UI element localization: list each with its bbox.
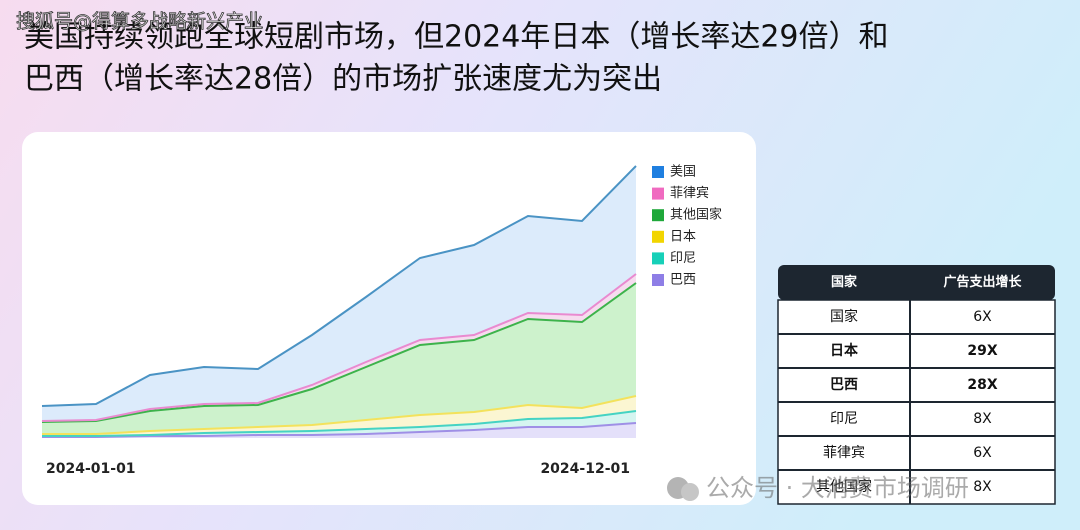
legend-swatch [652, 209, 664, 222]
area-line [42, 395, 637, 435]
legend-label: 巴西 [670, 273, 696, 288]
table-header-bg [778, 265, 1055, 300]
legend-swatch [652, 252, 664, 265]
table-cell: 6X [973, 445, 992, 461]
watermark: 公众号 · 大消费市场调研 [706, 474, 969, 502]
area-line [41, 282, 637, 423]
table-header-cell: 广告支出增长 [943, 274, 1022, 290]
table-cell: 国家 [830, 308, 858, 325]
table-cell: 29X [967, 343, 997, 359]
table-cell: 8X [973, 479, 992, 495]
table-cell: 菲律宾 [823, 445, 865, 461]
table-cell: 28X [967, 377, 997, 393]
area-line [42, 410, 637, 437]
table-cell: 印尼 [830, 411, 858, 427]
table-cell: 其他国家 [816, 478, 872, 495]
area-line [41, 273, 637, 422]
table-cell: 6X [973, 309, 992, 325]
legend-label: 菲律宾 [670, 185, 709, 201]
area-fill [42, 423, 636, 438]
title-line: 巴西（增长率达28倍）的市场扩张速度尤为突出 [24, 62, 662, 97]
title-line: 美国持续领跑全球短剧市场，但2024年日本（增长率达29倍）和 [24, 20, 889, 55]
table-cell: 8X [973, 411, 992, 427]
watermark-bottom: 公众号 · 大消费市场调研 [667, 474, 969, 502]
legend-label: 美国 [670, 165, 696, 180]
table-cell: 日本 [830, 342, 859, 359]
wechat-icon [681, 483, 699, 501]
legend-label: 其他国家 [670, 207, 722, 223]
area-line [41, 165, 637, 407]
legend-swatch [652, 187, 664, 200]
area-fill [42, 283, 636, 434]
area-fill [42, 411, 636, 437]
legend-swatch [652, 166, 664, 178]
watermark: 搜狐号@得算多战略新兴产业 [16, 11, 263, 33]
table-cell: 巴西 [830, 377, 858, 393]
legend-label: 印尼 [670, 251, 696, 266]
legend-swatch [652, 230, 664, 243]
table-header-cell: 国家 [831, 274, 858, 290]
legend-label: 日本 [670, 229, 696, 244]
legend-swatch [652, 274, 664, 286]
area-fill [42, 166, 636, 421]
x-tick-label: 2024-12-01 [540, 461, 630, 477]
x-tick-label: 2024-01-01 [46, 461, 136, 477]
area-fill [42, 396, 636, 436]
